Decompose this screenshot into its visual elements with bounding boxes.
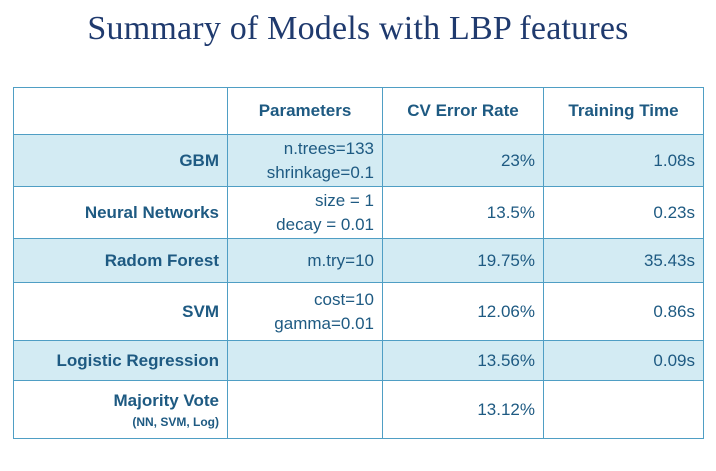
header-cv-error: CV Error Rate bbox=[382, 87, 544, 135]
slide-title: Summary of Models with LBP features bbox=[87, 10, 629, 47]
model-name: Neural Networks bbox=[13, 186, 228, 239]
training-time-value: 35.43s bbox=[543, 238, 704, 283]
param-line: cost=10 bbox=[313, 289, 374, 309]
header-parameters: Parameters bbox=[227, 87, 383, 135]
table-row-majority-vote: Majority Vote (NN, SVM, Log) 13.12% bbox=[13, 380, 704, 439]
header-training-time: Training Time bbox=[543, 87, 704, 135]
model-params: size = 1 decay = 0.01 bbox=[227, 186, 383, 239]
model-params: n.trees=133 shrinkage=0.1 bbox=[227, 134, 383, 187]
training-time-value: 0.09s bbox=[543, 340, 704, 381]
param-line: n.trees=133 bbox=[283, 138, 374, 158]
training-time-value: 1.08s bbox=[543, 134, 704, 187]
model-name: SVM bbox=[13, 282, 228, 341]
model-name: Majority Vote (NN, SVM, Log) bbox=[13, 380, 228, 439]
model-name-sub: (NN, SVM, Log) bbox=[132, 414, 219, 429]
param-line: shrinkage=0.1 bbox=[266, 162, 374, 182]
model-params: m.try=10 bbox=[227, 238, 383, 283]
model-name: Radom Forest bbox=[13, 238, 228, 283]
cv-error-value: 13.56% bbox=[382, 340, 544, 381]
model-name: Logistic Regression bbox=[13, 340, 228, 381]
cv-error-value: 19.75% bbox=[382, 238, 544, 283]
cv-error-value: 23% bbox=[382, 134, 544, 187]
training-time-value bbox=[543, 380, 704, 439]
cv-error-value: 13.12% bbox=[382, 380, 544, 439]
cv-error-value: 13.5% bbox=[382, 186, 544, 239]
training-time-value: 0.86s bbox=[543, 282, 704, 341]
cv-error-value: 12.06% bbox=[382, 282, 544, 341]
model-name: GBM bbox=[13, 134, 228, 187]
table-row-svm: SVM cost=10 gamma=0.01 12.06% 0.86s bbox=[13, 282, 704, 341]
model-params bbox=[227, 380, 383, 439]
header-row: Parameters CV Error Rate Training Time bbox=[13, 87, 704, 135]
param-line: m.try=10 bbox=[307, 250, 374, 270]
table-row-gbm: GBM n.trees=133 shrinkage=0.1 23% 1.08s bbox=[13, 134, 704, 187]
model-name-main: Majority Vote bbox=[113, 390, 219, 410]
model-params: cost=10 gamma=0.01 bbox=[227, 282, 383, 341]
table-row-random-forest: Radom Forest m.try=10 19.75% 35.43s bbox=[13, 238, 704, 283]
models-summary-table: Parameters CV Error Rate Training Time G… bbox=[13, 87, 704, 439]
param-line: size = 1 bbox=[314, 190, 374, 210]
table-row-neural-networks: Neural Networks size = 1 decay = 0.01 13… bbox=[13, 186, 704, 239]
model-params bbox=[227, 340, 383, 381]
param-line: gamma=0.01 bbox=[274, 313, 374, 333]
training-time-value: 0.23s bbox=[543, 186, 704, 239]
table-row-logistic-regression: Logistic Regression 13.56% 0.09s bbox=[13, 340, 704, 381]
header-model bbox=[13, 87, 228, 135]
param-line: decay = 0.01 bbox=[276, 214, 374, 234]
